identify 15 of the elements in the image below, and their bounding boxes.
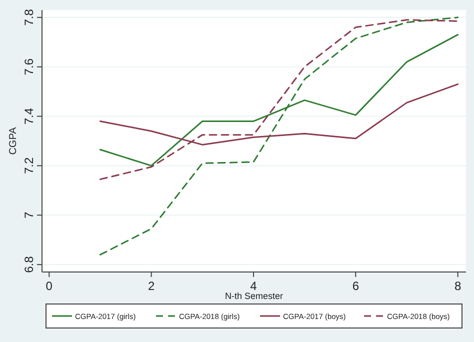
y-tick-label: 7.8: [22, 8, 36, 26]
y-tick-label: 7: [22, 211, 36, 218]
x-tick-label: 6: [352, 279, 360, 293]
x-tick-label: 4: [250, 279, 258, 293]
y-tick-label: 7.6: [22, 58, 36, 76]
y-tick-label: 7.4: [22, 108, 36, 125]
x-tick-label: 8: [454, 279, 462, 293]
x-tick-label: 0: [46, 279, 53, 293]
x-axis-title: N-th Semester: [224, 291, 284, 301]
y-axis-title: CGPA: [8, 126, 19, 155]
y-tick-label: 7.2: [22, 157, 36, 174]
y-tick-label: 6.8: [22, 256, 36, 273]
line-series: [99, 16, 459, 256]
line-series: [99, 19, 459, 180]
x-tick-label: 2: [148, 279, 155, 293]
